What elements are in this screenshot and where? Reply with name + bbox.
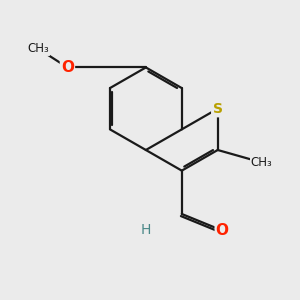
- Text: S: S: [213, 102, 223, 116]
- Text: CH₃: CH₃: [250, 156, 272, 169]
- Text: O: O: [61, 60, 74, 75]
- Text: O: O: [216, 223, 229, 238]
- Text: H: H: [141, 224, 151, 238]
- Text: CH₃: CH₃: [28, 42, 50, 56]
